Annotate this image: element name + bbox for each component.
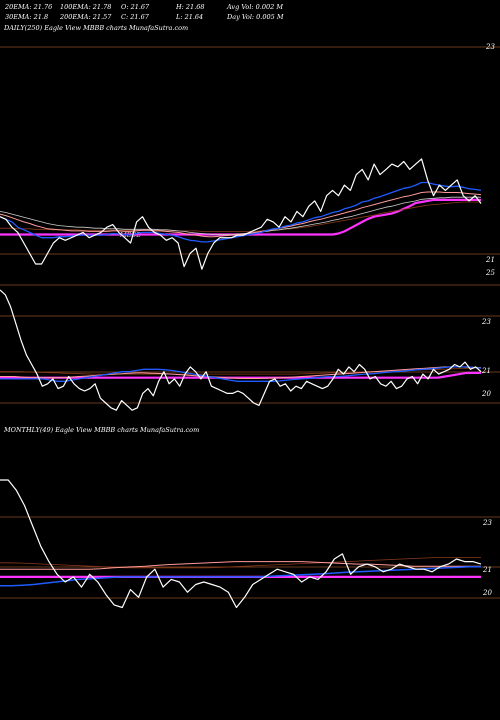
series-line-3 <box>0 191 482 238</box>
stat-day-vol: Day Vol: 0.005 M <box>227 13 284 21</box>
monthly-chart-label: MONTHLY(49) Eagle View MBBB charts Munaf… <box>4 426 200 434</box>
y-tick-label: 21 <box>481 367 491 375</box>
series-line-2 <box>0 366 482 382</box>
series-line-1 <box>0 479 482 609</box>
price-stats: 20EMA: 21.76 100EMA: 21.78 O: 21.67 H: 21.6… <box>5 2 284 22</box>
series-line-2 <box>0 565 481 587</box>
series-line-1 <box>0 289 482 411</box>
stat-avg-vol: Avg Vol: 0.002 M <box>227 3 284 11</box>
y-tick-label: 23 <box>482 519 492 527</box>
series-line-4 <box>0 557 481 569</box>
y-tick-label: 20 <box>481 390 491 398</box>
y-tick-label: 21 <box>482 566 492 574</box>
stat-100ema: 100EMA: 21.78 <box>60 3 112 11</box>
series-line-3 <box>0 561 481 570</box>
series-line-6 <box>0 198 481 236</box>
series-line-1 <box>0 158 482 270</box>
series-line-4 <box>0 196 481 235</box>
stat-close: C: 21.67 <box>121 13 149 21</box>
stat-open: O: 21.67 <box>121 3 150 11</box>
daily-chart-label: DAILY(250) Eagle View MBBB charts Munafa… <box>4 24 189 32</box>
stats-row-1: 20EMA: 21.76 100EMA: 21.78 O: 21.67 H: 21.6… <box>5 2 284 12</box>
stat-200ema: 200EMA: 21.57 <box>60 13 112 21</box>
chart-panel-2: 23 21 20 <box>0 289 500 411</box>
series-line-4 <box>0 367 482 375</box>
series-line-2 <box>0 181 482 243</box>
series-line-3 <box>0 366 482 379</box>
stat-low: L: 21.64 <box>176 13 204 21</box>
stat-30ema: 30EMA: 21.8 <box>5 13 49 21</box>
y-tick-label: 21 <box>485 256 495 264</box>
series-line-5 <box>0 201 481 232</box>
y-tick-label: 20 <box>482 589 492 597</box>
y-tick-label: 25 <box>485 269 495 277</box>
chart-panel-1: 23 21 25 <box>0 43 500 286</box>
y-tick-label: 23 <box>485 43 495 51</box>
series-line-5 <box>0 371 481 379</box>
chart-panel-3: 23 21 20 <box>0 479 500 609</box>
stat-high: H: 21.68 <box>176 3 205 11</box>
y-tick-label: 23 <box>481 318 491 326</box>
stat-20ema: 20EMA: 21.76 <box>5 3 53 11</box>
stats-row-2: 30EMA: 21.8 200EMA: 21.57 C: 21.67 L: 21.64… <box>5 12 284 22</box>
